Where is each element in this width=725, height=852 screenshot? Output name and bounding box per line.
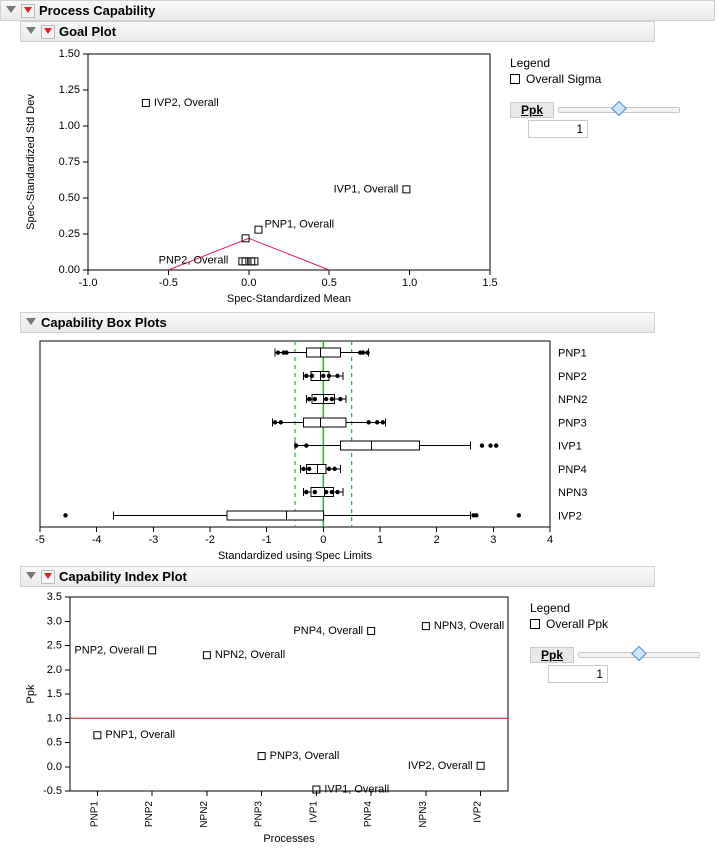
goal-plot-chart: -1.0 -0.5 0.0 0.5 1.0 1.5 0.00 0.25 0.50 0.75 1.00… (20, 46, 500, 306)
svg-text:-3: -3 (148, 534, 158, 546)
index-legend-label: Overall Ppk (546, 617, 608, 631)
svg-text:Processes: Processes (263, 833, 315, 845)
svg-text:-4: -4 (92, 534, 102, 546)
svg-text:PNP2, Overall: PNP2, Overall (74, 644, 144, 656)
svg-text:2.0: 2.0 (47, 664, 62, 676)
svg-text:1.0: 1.0 (402, 277, 417, 289)
svg-text:-0.5: -0.5 (159, 277, 178, 289)
svg-text:PNP1, Overall: PNP1, Overall (264, 219, 334, 231)
svg-text:IVP2, Overall: IVP2, Overall (154, 97, 219, 109)
svg-text:NPN2: NPN2 (558, 394, 587, 406)
goal-ppk-label[interactable]: Ppk (510, 102, 554, 118)
index-ppk-value[interactable]: 1 (548, 665, 608, 683)
svg-text:1.50: 1.50 (59, 48, 80, 60)
svg-text:PNP3, Overall: PNP3, Overall (270, 750, 340, 762)
box-plots-title: Capability Box Plots (41, 315, 167, 330)
goal-ppk-slider[interactable] (558, 107, 680, 113)
process-capability-header: Process Capability (0, 0, 715, 21)
svg-text:Spec-Standardized Mean: Spec-Standardized Mean (227, 293, 351, 305)
svg-text:0: 0 (320, 534, 326, 546)
svg-text:1.25: 1.25 (59, 84, 80, 96)
svg-text:1: 1 (377, 534, 383, 546)
disclosure-icon[interactable] (25, 26, 37, 38)
svg-text:PNP4, Overall: PNP4, Overall (293, 625, 363, 637)
goal-legend-item: Overall Sigma (510, 72, 680, 86)
svg-text:0.50: 0.50 (59, 192, 80, 204)
box-plots-chart: -5 -4 -3 -2 -1 0 1 2 3 4 Standardized using Spec L… (20, 333, 610, 563)
red-menu-icon[interactable] (41, 570, 55, 584)
svg-text:-1: -1 (262, 534, 272, 546)
svg-text:IVP1, Overall: IVP1, Overall (324, 784, 389, 796)
disclosure-icon[interactable] (25, 571, 37, 583)
index-ppk-label[interactable]: Ppk (530, 647, 574, 663)
goal-ppk-value[interactable]: 1 (528, 120, 588, 138)
svg-text:PNP2, Overall: PNP2, Overall (159, 254, 229, 266)
svg-text:PNP2: PNP2 (558, 371, 587, 383)
disclosure-icon[interactable] (25, 317, 37, 329)
svg-text:PNP4: PNP4 (363, 801, 374, 828)
svg-text:PNP2: PNP2 (144, 801, 155, 828)
svg-text:PNP3: PNP3 (254, 801, 265, 828)
svg-text:4: 4 (547, 534, 553, 546)
svg-text:0.5: 0.5 (47, 737, 62, 749)
svg-text:0.0: 0.0 (47, 761, 62, 773)
svg-text:3.5: 3.5 (47, 591, 62, 603)
svg-text:PNP1: PNP1 (558, 348, 587, 360)
svg-text:NPN2: NPN2 (199, 801, 210, 828)
red-menu-icon[interactable] (41, 25, 55, 39)
svg-text:IVP2: IVP2 (473, 801, 484, 823)
svg-text:NPN2, Overall: NPN2, Overall (215, 649, 285, 661)
index-ppk-slider[interactable] (578, 652, 700, 658)
red-menu-icon[interactable] (21, 4, 35, 18)
square-marker-icon (530, 619, 540, 629)
svg-text:2.5: 2.5 (47, 640, 62, 652)
svg-text:IVP2, Overall: IVP2, Overall (408, 760, 473, 772)
box-plots-header: Capability Box Plots (20, 312, 655, 333)
svg-text:3.0: 3.0 (47, 615, 62, 627)
index-plot-header: Capability Index Plot (20, 566, 655, 587)
svg-text:PNP3: PNP3 (558, 417, 587, 429)
svg-text:2: 2 (434, 534, 440, 546)
svg-text:PNP4: PNP4 (558, 464, 587, 476)
svg-text:NPN3: NPN3 (418, 801, 429, 828)
svg-text:1.0: 1.0 (47, 712, 62, 724)
svg-text:NPN3, Overall: NPN3, Overall (434, 620, 504, 632)
goal-plot-title: Goal Plot (59, 24, 116, 39)
svg-text:1.5: 1.5 (47, 688, 62, 700)
index-plot-title: Capability Index Plot (59, 569, 187, 584)
disclosure-icon[interactable] (5, 5, 17, 17)
index-legend-title: Legend (530, 601, 700, 615)
svg-text:1.00: 1.00 (59, 120, 80, 132)
svg-text:Ppk: Ppk (25, 684, 37, 703)
main-title: Process Capability (39, 3, 155, 18)
svg-text:1.5: 1.5 (482, 277, 497, 289)
svg-text:0.75: 0.75 (59, 156, 80, 168)
svg-text:IVP1, Overall: IVP1, Overall (334, 183, 399, 195)
svg-text:0.5: 0.5 (322, 277, 337, 289)
svg-text:IVP1: IVP1 (308, 801, 319, 823)
svg-text:3: 3 (490, 534, 496, 546)
index-legend-item: Overall Ppk (530, 617, 700, 631)
svg-text:-0.5: -0.5 (43, 785, 62, 797)
svg-text:Spec-Standardized Std Dev: Spec-Standardized Std Dev (25, 94, 37, 230)
svg-text:PNP1: PNP1 (89, 801, 100, 828)
svg-text:Standardized using Spec Limits: Standardized using Spec Limits (218, 550, 373, 562)
index-plot-chart: -0.5 0.0 0.5 1.0 1.5 2.0 2.5 3.0 3.5 PNP1 PNP2 NPN2… (20, 591, 520, 846)
square-marker-icon (510, 74, 520, 84)
svg-text:NPN3: NPN3 (558, 487, 587, 499)
svg-text:-2: -2 (205, 534, 215, 546)
svg-text:0.0: 0.0 (241, 277, 256, 289)
svg-text:IVP2: IVP2 (558, 510, 582, 522)
goal-plot-header: Goal Plot (20, 21, 655, 42)
svg-text:-5: -5 (35, 534, 45, 546)
slider-thumb-icon[interactable] (611, 101, 627, 117)
svg-text:PNP1, Overall: PNP1, Overall (105, 729, 175, 741)
goal-legend-label: Overall Sigma (526, 72, 601, 86)
slider-thumb-icon[interactable] (631, 646, 647, 662)
svg-text:IVP1: IVP1 (558, 441, 582, 453)
goal-legend-title: Legend (510, 56, 680, 70)
svg-text:0.00: 0.00 (59, 264, 80, 276)
svg-text:0.25: 0.25 (59, 228, 80, 240)
svg-text:-1.0: -1.0 (79, 277, 98, 289)
